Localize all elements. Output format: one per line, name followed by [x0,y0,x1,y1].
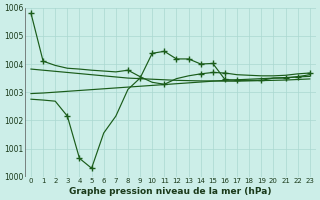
X-axis label: Graphe pression niveau de la mer (hPa): Graphe pression niveau de la mer (hPa) [69,187,272,196]
